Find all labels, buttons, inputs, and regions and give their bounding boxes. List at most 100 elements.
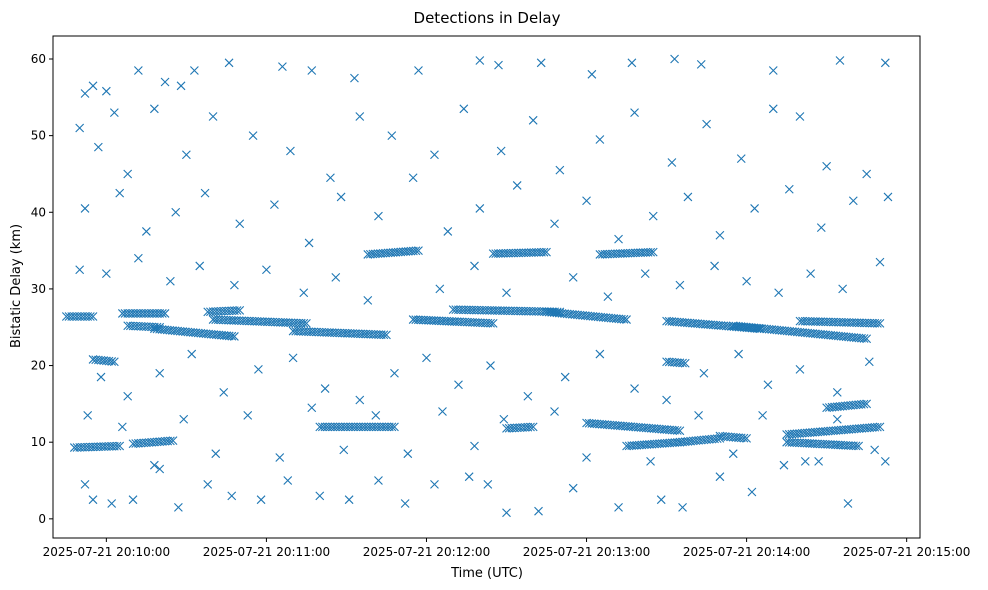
data-point	[464, 472, 474, 482]
data-point	[795, 365, 805, 374]
data-point	[603, 292, 613, 301]
data-point	[403, 449, 413, 459]
data-point	[627, 58, 637, 68]
data-point	[595, 135, 605, 144]
data-point	[859, 334, 869, 343]
data-point	[646, 247, 656, 257]
data-point	[230, 280, 239, 290]
data-point	[838, 284, 848, 294]
data-point	[430, 150, 439, 160]
data-point	[851, 441, 861, 451]
data-point	[630, 384, 639, 393]
data-point	[595, 349, 605, 359]
data-point	[747, 487, 757, 497]
data-point	[699, 368, 709, 378]
data-point	[203, 479, 213, 489]
data-point	[678, 502, 687, 512]
data-point	[710, 261, 719, 271]
data-point	[864, 357, 874, 367]
data-point	[101, 86, 111, 96]
data-point	[582, 453, 591, 462]
data-point	[117, 422, 127, 432]
data-point	[339, 445, 349, 455]
data-point	[784, 184, 794, 194]
data-point	[568, 273, 578, 282]
data-point	[512, 181, 522, 190]
data-point	[742, 276, 751, 286]
data-points	[61, 54, 893, 518]
x-tick-label: 2025-07-21 20:13:00	[523, 545, 650, 559]
data-point	[587, 69, 597, 79]
data-point	[88, 81, 98, 91]
data-point	[734, 349, 743, 359]
data-point	[414, 66, 423, 75]
data-point	[459, 104, 469, 114]
data-point	[387, 131, 397, 141]
data-point	[880, 58, 890, 68]
data-point	[502, 508, 511, 518]
data-point	[149, 460, 159, 470]
data-point	[862, 399, 872, 409]
data-point	[160, 309, 170, 318]
data-point	[814, 456, 824, 466]
data-point	[715, 230, 725, 240]
data-point	[443, 227, 453, 236]
y-axis-label: Bistatic Delay (km)	[9, 224, 24, 348]
data-point	[107, 357, 117, 366]
data-point	[486, 318, 495, 328]
data-point	[430, 479, 439, 489]
data-point	[550, 219, 559, 229]
data-point	[299, 288, 309, 298]
data-point	[614, 502, 623, 512]
data-point	[160, 77, 170, 87]
data-point	[181, 150, 191, 160]
data-point	[248, 131, 258, 141]
data-point	[85, 312, 95, 321]
data-point	[173, 502, 183, 512]
data-point	[408, 173, 418, 183]
data-point	[672, 426, 682, 435]
x-axis-label: Time (UTC)	[450, 566, 523, 581]
data-point	[387, 422, 397, 432]
data-point	[133, 66, 143, 75]
data-point	[670, 54, 679, 64]
chart-title: Detections in Delay	[414, 9, 561, 27]
data-point	[763, 380, 773, 390]
data-point	[320, 384, 330, 393]
x-tick-label: 2025-07-21 20:11:00	[203, 545, 330, 559]
y-tick-label: 0	[38, 512, 46, 526]
data-point	[435, 284, 445, 294]
data-point	[302, 319, 311, 328]
data-point	[779, 460, 789, 470]
data-point	[208, 112, 218, 121]
data-point	[171, 207, 181, 217]
data-point	[93, 142, 103, 152]
y-tick-label: 50	[31, 129, 46, 143]
data-point	[816, 223, 826, 232]
data-point	[326, 173, 335, 183]
data-point	[176, 81, 186, 91]
data-point	[307, 403, 317, 413]
data-point	[227, 491, 237, 501]
data-point	[822, 161, 832, 171]
y-tick-label: 10	[31, 435, 46, 449]
data-point	[75, 265, 85, 275]
data-point	[262, 265, 271, 275]
x-tick-label: 2025-07-21 20:10:00	[43, 545, 170, 559]
data-point	[470, 261, 479, 271]
data-point	[795, 112, 805, 121]
data-point	[680, 358, 690, 368]
data-point	[675, 426, 685, 436]
data-point	[475, 56, 485, 65]
data-point	[400, 499, 410, 508]
data-point	[211, 449, 221, 459]
data-point	[832, 387, 842, 397]
data-point	[88, 312, 98, 321]
data-point	[286, 146, 295, 156]
data-point	[582, 196, 591, 206]
data-point	[646, 456, 655, 466]
data-point	[232, 306, 242, 315]
data-point	[560, 372, 570, 382]
x-axis: 2025-07-21 20:10:00 2025-07-21 20:11:00 20…	[43, 538, 970, 559]
